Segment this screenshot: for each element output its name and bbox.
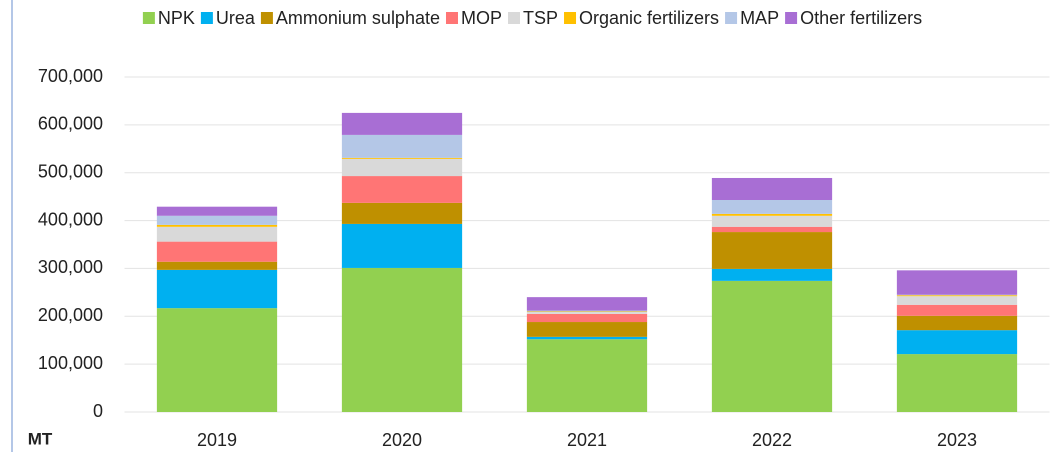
x-tick-label: 2021 — [567, 430, 607, 450]
bar-segment — [711, 199, 833, 214]
bar-segment — [341, 267, 463, 412]
y-tick-label: 0 — [93, 401, 103, 421]
y-tick-label: 500,000 — [38, 161, 103, 181]
bar-segment — [896, 270, 1018, 295]
bar-segment — [526, 336, 648, 340]
legend-label: Organic fertilizers — [579, 8, 719, 28]
bar-segment — [156, 206, 278, 216]
bar-segment — [711, 280, 833, 412]
x-tick-label: 2020 — [382, 430, 422, 450]
y-tick-label: 100,000 — [38, 353, 103, 373]
bar-segment — [711, 215, 833, 227]
legend-label: MAP — [740, 8, 779, 28]
bar-segment — [896, 354, 1018, 412]
legend-label: TSP — [523, 8, 558, 28]
legend-label: NPK — [158, 8, 195, 28]
bar-segment — [711, 226, 833, 233]
bar-segment — [341, 157, 463, 159]
bar-segment — [156, 215, 278, 225]
bar-segment — [156, 308, 278, 412]
bar-segment — [156, 226, 278, 242]
bar-segment — [896, 296, 1018, 305]
y-tick-label: 600,000 — [38, 114, 103, 134]
y-axis-label: MT — [28, 429, 53, 448]
bar-segment — [896, 295, 1018, 297]
y-tick-label: 300,000 — [38, 257, 103, 277]
bar-segment — [526, 311, 648, 314]
bar-segment — [711, 213, 833, 216]
bar-segment — [526, 310, 648, 312]
bar-segment — [156, 224, 278, 227]
legend-swatch — [508, 12, 521, 24]
legend-swatch — [260, 12, 273, 24]
bar-segment — [896, 304, 1018, 316]
bar-segment — [526, 313, 648, 323]
legend-swatch — [564, 12, 577, 24]
y-tick-label: 400,000 — [38, 209, 103, 229]
legend-swatch — [142, 12, 155, 24]
bar-segment — [711, 177, 833, 200]
x-tick-label: 2019 — [197, 430, 237, 450]
legend-swatch — [785, 12, 798, 24]
bar-segment — [896, 330, 1018, 355]
y-tick-label: 200,000 — [38, 305, 103, 325]
legend-swatch — [725, 12, 738, 24]
legend-label: Urea — [216, 8, 256, 28]
bar-segment — [711, 268, 833, 281]
x-tick-label: 2022 — [752, 430, 792, 450]
bar-segment — [341, 223, 463, 268]
y-tick-label: 700,000 — [38, 66, 103, 86]
bar-segment — [526, 297, 648, 311]
legend-label: MOP — [461, 8, 502, 28]
bar-segment — [341, 202, 463, 224]
bar-segment — [341, 134, 463, 158]
bar-segment — [156, 261, 278, 270]
bar-segment — [526, 322, 648, 337]
bar-segment — [526, 339, 648, 412]
bar-segment — [896, 315, 1018, 331]
bar-segment — [156, 269, 278, 309]
legend-label: Ammonium sulphate — [276, 8, 440, 28]
legend-swatch — [200, 12, 213, 24]
legend-swatch — [445, 12, 458, 24]
bar-segment — [341, 158, 463, 177]
bar-segment — [711, 232, 833, 269]
x-tick-label: 2023 — [937, 430, 977, 450]
bar-segment — [341, 112, 463, 135]
bar-segment — [156, 241, 278, 262]
bar-segment — [341, 176, 463, 203]
legend-label: Other fertilizers — [800, 8, 922, 28]
